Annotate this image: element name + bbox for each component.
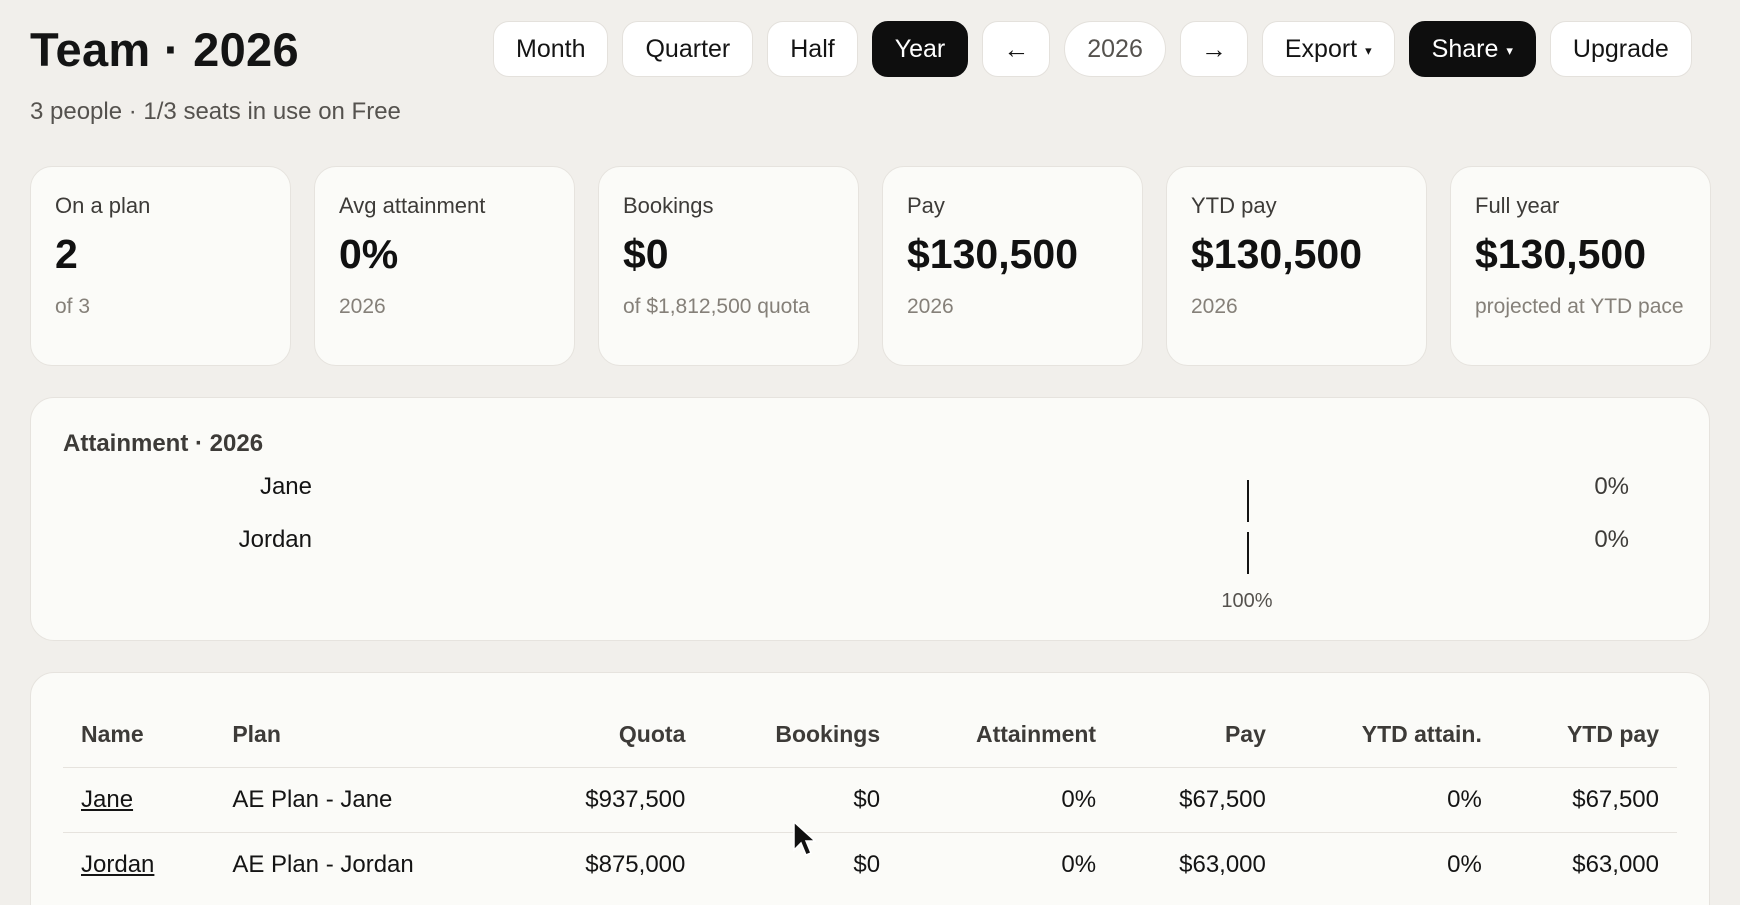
chart-row: Jordan 0% [31, 521, 1709, 561]
chart-row: Jane 0% [31, 468, 1709, 508]
table-row[interactable]: Jordan AE Plan - Jordan $875,000 $0 0% $… [63, 831, 1677, 897]
caret-down-icon: ▾ [1365, 43, 1372, 58]
person-link[interactable]: Jordan [81, 850, 155, 878]
stat-value: $0 [623, 231, 669, 277]
stat-value: 2 [55, 231, 78, 277]
mouse-cursor-icon [793, 820, 816, 856]
table-header-row: Name Plan Quota Bookings Attainment Pay … [63, 703, 1677, 767]
period-month-button[interactable]: Month [493, 21, 609, 77]
export-label: Export [1284, 34, 1358, 63]
arrow-right-icon: → [1200, 33, 1227, 64]
attainment-value-label: 0% [1594, 526, 1629, 553]
cell-plan: AE Plan - Jordan [214, 831, 516, 897]
cell-quota: $937,500 [515, 766, 704, 832]
stat-value: 0% [339, 231, 399, 277]
cell-attainment: 0% [898, 831, 1115, 897]
column-header-name[interactable]: Name [81, 721, 144, 748]
cell-bookings: $0 [703, 831, 899, 897]
stat-card-ytd-pay: YTD pay $130,500 2026 [1166, 166, 1427, 366]
caret-down-icon: ▾ [1506, 43, 1513, 58]
table-row[interactable]: Jane AE Plan - Jane $937,500 $0 0% $67,5… [63, 766, 1677, 832]
stat-card-pay: Pay $130,500 2026 [882, 166, 1143, 366]
export-button[interactable]: Export ▾ [1261, 21, 1395, 77]
stat-label: On a plan [55, 193, 151, 218]
page-title: Team · 2026 [30, 23, 299, 76]
arrow-left-icon: ← [1003, 33, 1030, 64]
cell-ytd-attain: 0% [1283, 766, 1500, 832]
share-label: Share [1431, 34, 1499, 63]
target-tick-label: 100% [1221, 590, 1273, 612]
column-header-attainment[interactable]: Attainment [975, 721, 1097, 748]
summary-cards: On a plan 2 of 3 Avg attainment 0% 2026 … [30, 166, 1711, 366]
team-table: Name Plan Quota Bookings Attainment Pay … [63, 703, 1677, 897]
stat-card-on-plan: On a plan 2 of 3 [30, 166, 291, 366]
stat-caption: of 3 [55, 295, 91, 318]
attainment-value-label: 0% [1594, 473, 1629, 500]
page-subtitle: 3 people · 1/3 seats in use on Free [30, 98, 401, 125]
stat-label: Bookings [623, 193, 714, 218]
stat-label: Avg attainment [339, 193, 486, 218]
stat-label: YTD pay [1191, 193, 1277, 218]
stat-caption: of $1,812,500 quota [623, 295, 810, 318]
cell-name: Jane [63, 766, 215, 832]
chart-category-label: Jane [259, 473, 312, 500]
column-header-ytd-attain[interactable]: YTD attain. [1361, 721, 1482, 748]
column-header-bookings[interactable]: Bookings [775, 721, 881, 748]
cell-ytd-attain: 0% [1283, 831, 1500, 897]
stat-value: $130,500 [907, 231, 1079, 277]
stat-label: Pay [907, 193, 945, 218]
upgrade-button[interactable]: Upgrade [1549, 21, 1692, 77]
person-link[interactable]: Jane [81, 785, 134, 813]
stat-card-full-year: Full year $130,500 projected at YTD pace [1450, 166, 1711, 366]
target-marker-line [1246, 532, 1249, 574]
column-header-plan[interactable]: Plan [232, 721, 281, 748]
target-marker-line [1246, 480, 1249, 522]
stat-caption: 2026 [339, 295, 386, 318]
stat-value: $130,500 [1475, 231, 1647, 277]
column-header-ytd-pay[interactable]: YTD pay [1566, 721, 1659, 748]
toolbar: Month Quarter Half Year ← 2026 → Export … [493, 21, 1692, 77]
cell-ytd-pay: $67,500 [1499, 766, 1677, 832]
next-period-button[interactable]: → [1179, 21, 1248, 77]
stat-card-avg-attainment: Avg attainment 0% 2026 [314, 166, 575, 366]
stat-label: Full year [1475, 193, 1560, 218]
year-selector[interactable]: 2026 [1064, 21, 1166, 77]
column-header-pay[interactable]: Pay [1224, 721, 1266, 748]
cell-attainment: 0% [898, 766, 1115, 832]
share-button[interactable]: Share ▾ [1408, 21, 1536, 77]
period-year-button[interactable]: Year [871, 21, 969, 77]
stat-caption: 2026 [1191, 295, 1238, 318]
cell-bookings: $0 [703, 766, 899, 832]
cell-pay: $67,500 [1114, 766, 1284, 832]
stat-caption: 2026 [907, 295, 954, 318]
page-header: Team · 2026 3 people · 1/3 seats in use … [30, 18, 1710, 130]
cell-ytd-pay: $63,000 [1499, 831, 1677, 897]
chart-title: Attainment · 2026 [63, 430, 264, 457]
cell-name: Jordan [63, 831, 215, 897]
previous-period-button[interactable]: ← [982, 21, 1051, 77]
column-header-quota[interactable]: Quota [618, 721, 686, 748]
attainment-chart-panel: Attainment · 2026 Jane 0% Jordan 0% 100% [30, 397, 1710, 641]
cell-pay: $63,000 [1114, 831, 1284, 897]
stat-caption: projected at YTD pace [1475, 295, 1684, 318]
stat-value: $130,500 [1191, 231, 1363, 277]
stat-card-bookings: Bookings $0 of $1,812,500 quota [598, 166, 859, 366]
team-table-panel: Name Plan Quota Bookings Attainment Pay … [30, 672, 1710, 905]
period-half-button[interactable]: Half [767, 21, 858, 77]
chart-category-label: Jordan [238, 526, 312, 553]
cell-quota: $875,000 [515, 831, 704, 897]
cell-plan: AE Plan - Jane [214, 766, 516, 832]
period-quarter-button[interactable]: Quarter [622, 21, 754, 77]
